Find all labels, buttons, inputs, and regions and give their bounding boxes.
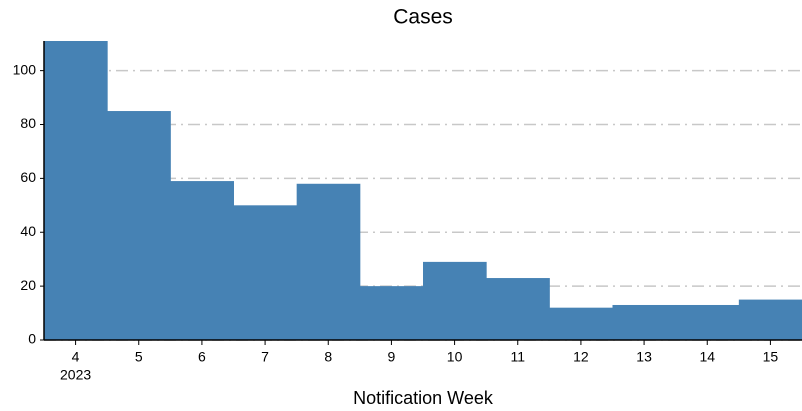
y-tick-label: 100 [13,61,37,77]
x-tick-label: 11 [510,349,525,365]
y-tick-label: 60 [20,169,36,185]
y-tick-label: 0 [28,331,36,347]
x-tick-label: 8 [324,349,332,365]
x-tick-label: 5 [135,349,143,365]
x-tick-label: 12 [573,349,589,365]
bar [549,307,613,340]
bar [612,304,677,340]
bar [675,304,740,340]
bar [486,278,550,340]
bar [44,41,108,340]
x-tick-label: 15 [763,349,779,365]
bar [423,261,487,340]
bar [107,111,171,340]
y-tick-label: 80 [20,115,36,131]
x-tick-label: 7 [261,349,269,365]
x-tick-label: 13 [636,349,652,365]
x-tick-label: 6 [198,349,206,365]
bar [170,181,234,340]
bar [233,205,298,340]
bar [359,286,424,340]
x-tick-label: 10 [447,349,463,365]
bar [296,183,361,340]
bar [738,299,802,340]
x-tick-sublabel: 2023 [60,367,91,383]
x-tick-label: 9 [388,349,396,365]
x-axis-label: Notification Week [353,388,494,408]
y-tick-label: 20 [20,277,36,293]
y-tick-label: 40 [20,223,36,239]
x-tick-label: 14 [699,349,715,365]
chart-title: Cases [393,6,453,29]
x-tick-label: 4 [72,349,80,365]
